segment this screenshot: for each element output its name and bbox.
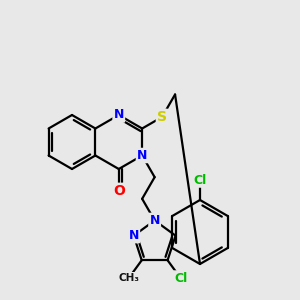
Text: N: N [137,149,147,162]
Text: N: N [114,109,124,122]
Text: Cl: Cl [174,272,187,284]
Text: CH₃: CH₃ [118,273,139,283]
Text: S: S [157,110,167,124]
Text: Cl: Cl [194,173,207,187]
Text: N: N [128,229,139,242]
Text: O: O [113,184,125,198]
Text: N: N [149,214,160,227]
